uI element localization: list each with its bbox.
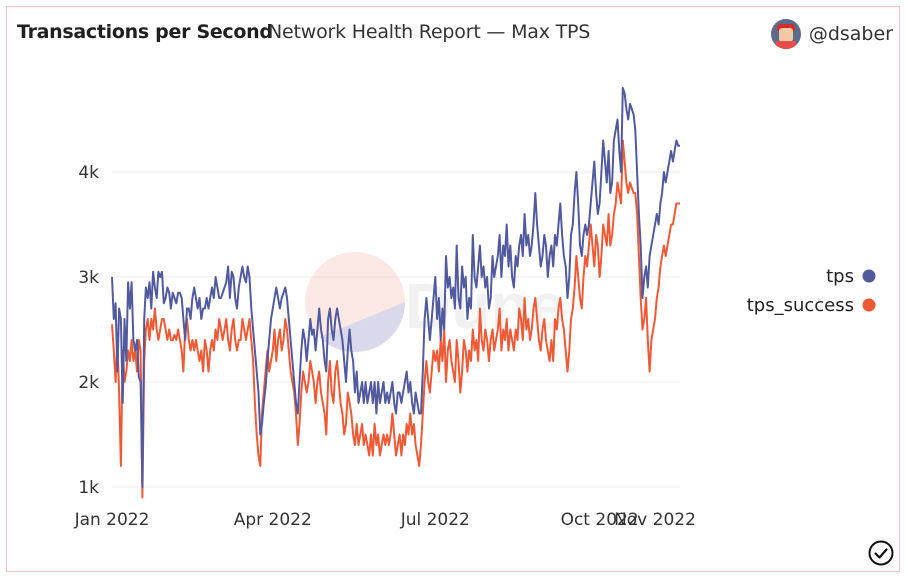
grid <box>112 171 680 488</box>
legend[interactable]: tps tps_success <box>747 266 876 316</box>
series-line-tps-success <box>111 139 680 499</box>
author-name[interactable]: @dsaber <box>808 23 893 45</box>
series <box>111 87 680 499</box>
y-tick-label: 3k <box>78 268 99 288</box>
y-tick-label: 4k <box>78 163 99 183</box>
legend-item-tps-success[interactable]: tps_success <box>747 295 876 316</box>
y-tick-label: 2k <box>78 373 99 393</box>
legend-swatch[interactable] <box>862 298 876 312</box>
x-tick-label: Apr 2022 <box>234 510 312 530</box>
check-circle-icon[interactable] <box>868 540 894 566</box>
y-tick-label: 1k <box>78 478 99 498</box>
x-tick-label: Oct 2022 <box>561 510 639 530</box>
avatar[interactable] <box>770 19 801 49</box>
author-badge[interactable]: @dsaber <box>770 19 893 49</box>
series-line-tps <box>111 87 680 488</box>
chart-subtitle: Network Health Report — Max TPS <box>268 21 591 43</box>
legend-item-tps[interactable]: tps <box>826 266 876 287</box>
y-axis: 1k 2k 3k 4k <box>78 163 99 498</box>
chart-title: Transactions per Second <box>17 21 273 43</box>
x-tick-label: Jul 2022 <box>400 510 470 530</box>
legend-label[interactable]: tps_success <box>747 295 854 316</box>
x-tick-label: Nov 2022 <box>614 510 696 530</box>
x-tick-label: Jan 2022 <box>74 510 150 530</box>
legend-label[interactable]: tps <box>826 266 854 287</box>
legend-swatch[interactable] <box>862 269 876 283</box>
